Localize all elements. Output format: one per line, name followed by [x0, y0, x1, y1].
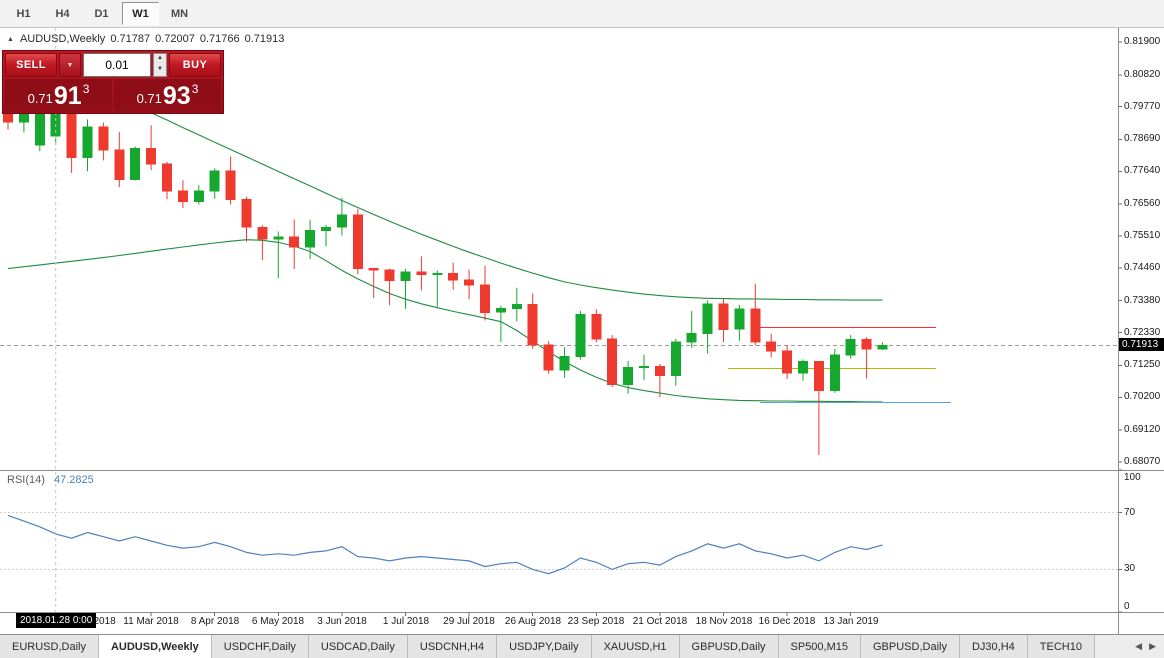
ask-price-point: 3 — [191, 82, 199, 96]
trade-panel-controls: SELL ▼ 0.01 ▲ ▼ BUY — [5, 53, 221, 77]
chart-symbol-period: AUDUSD,Weekly — [19, 33, 106, 45]
volume-input[interactable]: 0.01 — [83, 53, 151, 77]
bollinger-upper-band — [7, 73, 883, 301]
price-axis-label: 0.74460 — [1124, 262, 1161, 273]
bid-price-prefix: 0.71 — [27, 91, 53, 106]
price-axis-label: 0.73380 — [1124, 295, 1161, 306]
price-axis-label: 0.71250 — [1124, 359, 1161, 370]
rsi-name: RSI(14) — [7, 474, 45, 486]
chart-tab-XAUUSD-H1[interactable]: XAUUSD,H1 — [591, 635, 680, 658]
rsi-axis-label: 30 — [1124, 563, 1136, 574]
indicator-pane-splitter[interactable] — [0, 470, 1164, 471]
ohlc-close: 0.71913 — [244, 33, 285, 45]
ask-price-pips: 93 — [162, 82, 191, 110]
chart-tab-EURUSD-Daily[interactable]: EURUSD,Daily — [0, 635, 99, 658]
rsi-line — [7, 514, 883, 575]
price-scale-separator — [1118, 28, 1119, 634]
chart-tab-GBPUSD-Daily[interactable]: GBPUSD,Daily — [861, 635, 960, 658]
price-axis-label: 0.77640 — [1124, 165, 1161, 176]
date-axis-label: 8 Apr 2018 — [190, 616, 240, 627]
volume-up-icon[interactable]: ▲ — [157, 55, 163, 61]
date-axis-label: 6 May 2018 — [251, 616, 305, 627]
bid-price-display[interactable]: 0.71 91 3 — [5, 79, 112, 111]
trade-panel-prices: 0.71 91 3 0.71 93 3 — [5, 79, 221, 111]
price-axis-label: 0.75510 — [1124, 230, 1161, 241]
current-price-badge: 0.71913 — [1119, 338, 1164, 351]
one-click-trading-panel: SELL ▼ 0.01 ▲ ▼ BUY 0.71 91 3 0.71 93 3 — [2, 50, 224, 114]
rsi-pane-layer — [0, 512, 1118, 575]
rsi-axis-label: 0 — [1124, 601, 1130, 612]
volume-stepper[interactable]: ▲ ▼ — [153, 53, 167, 77]
price-pane-layer — [0, 58, 1118, 455]
date-axis-label: 21 Oct 2018 — [632, 616, 688, 627]
rsi-indicator-label: RSI(14) 47.2825 — [7, 474, 94, 486]
date-axis-label: 1 Jul 2018 — [382, 616, 430, 627]
buy-button[interactable]: BUY — [169, 53, 221, 77]
price-axis-label: 0.80820 — [1124, 69, 1161, 80]
chart-ohlc-header: ▲ AUDUSD,Weekly 0.71787 0.72007 0.71766 … — [7, 33, 284, 45]
price-axis-label: 0.72330 — [1124, 327, 1161, 338]
timeframe-button-D1[interactable]: D1 — [94, 7, 109, 20]
chart-tab-USDCNH-H4[interactable]: USDCNH,H4 — [407, 635, 498, 658]
order-dropdown-icon[interactable]: ▼ — [59, 53, 81, 77]
date-axis-marker: 2018.01.28 0:00 — [16, 613, 97, 628]
ohlc-high: 0.72007 — [155, 33, 195, 45]
candles-layer — [3, 58, 888, 455]
timeframe-toolbar: H1 H4 D1 W1 MN — [0, 0, 1164, 28]
chart-tab-GBPUSD-Daily[interactable]: GBPUSD,Daily — [679, 635, 779, 658]
rsi-value: 47.2825 — [53, 474, 94, 486]
chart-tab-USDCAD-Daily[interactable]: USDCAD,Daily — [308, 635, 408, 658]
price-axis-label: 0.69120 — [1124, 424, 1161, 435]
chart-tabs: EURUSD,Daily AUDUSD,Weekly USDCHF,Daily USD… — [0, 635, 1127, 658]
ohlc-low: 0.71766 — [199, 33, 240, 45]
date-axis-label: 16 Dec 2018 — [758, 616, 816, 627]
date-axis-label: 23 Sep 2018 — [567, 616, 625, 627]
bollinger-lower-band — [7, 239, 883, 403]
bid-price-point: 3 — [82, 82, 90, 96]
chart-tab-USDJPY-Daily[interactable]: USDJPY,Daily — [497, 635, 592, 658]
chart-tab-USDCHF-Daily[interactable]: USDCHF,Daily — [211, 635, 309, 658]
tabs-scroll-left-icon[interactable]: ◀ — [1135, 641, 1143, 651]
chart-tab-AUDUSD-Weekly[interactable]: AUDUSD,Weekly — [98, 635, 212, 658]
ohlc-open: 0.71787 — [110, 33, 151, 45]
price-axis-label: 0.70200 — [1124, 391, 1161, 402]
timeframe-button-H1[interactable]: H1 — [16, 7, 31, 20]
rsi-axis-label: 100 — [1124, 472, 1141, 483]
ask-price-prefix: 0.71 — [136, 91, 162, 106]
date-axis-label: 11 Mar 2018 — [123, 616, 179, 627]
tabs-scroll-right-icon[interactable]: ▶ — [1149, 641, 1156, 651]
date-axis-label: 3 Jun 2018 — [317, 616, 367, 627]
date-axis-label: 13 Jan 2019 — [823, 616, 879, 627]
date-axis-label: 29 Jul 2018 — [443, 616, 495, 627]
date-axis-label: 18 Nov 2018 — [695, 616, 753, 627]
volume-down-icon[interactable]: ▼ — [157, 66, 163, 72]
tabs-scroll-arrows: ◀ ▶ — [1127, 635, 1164, 658]
timeframe-button-H4[interactable]: H4 — [55, 7, 70, 20]
date-axis-separator — [0, 612, 1164, 613]
rsi-axis-label: 70 — [1124, 507, 1136, 518]
sell-button[interactable]: SELL — [5, 53, 57, 77]
chart-tab-SP500-M15[interactable]: SP500,M15 — [778, 635, 861, 658]
chart-tab-TECH10[interactable]: TECH10 — [1027, 635, 1095, 658]
date-axis-label: 26 Aug 2018 — [504, 616, 562, 627]
chart-symbol-icon: ▲ — [7, 35, 14, 43]
timeframe-button-W1[interactable]: W1 — [122, 2, 159, 25]
price-axis-label: 0.81900 — [1124, 36, 1161, 47]
chart-tabs-bar: EURUSD,Daily AUDUSD,Weekly USDCHF,Daily USD… — [0, 634, 1164, 658]
chart-tab-DJ30-H4[interactable]: DJ30,H4 — [959, 635, 1028, 658]
bid-price-pips: 91 — [53, 82, 82, 110]
price-axis-label: 0.78690 — [1124, 133, 1161, 144]
timeframe-button-MN[interactable]: MN — [170, 7, 189, 20]
price-axis-label: 0.79770 — [1124, 101, 1161, 112]
ask-price-display[interactable]: 0.71 93 3 — [114, 79, 221, 111]
price-axis-label: 0.76560 — [1124, 198, 1161, 209]
price-axis-label: 0.68070 — [1124, 456, 1161, 467]
timeframe-buttons: H1 H4 D1 W1 MN — [5, 2, 198, 25]
